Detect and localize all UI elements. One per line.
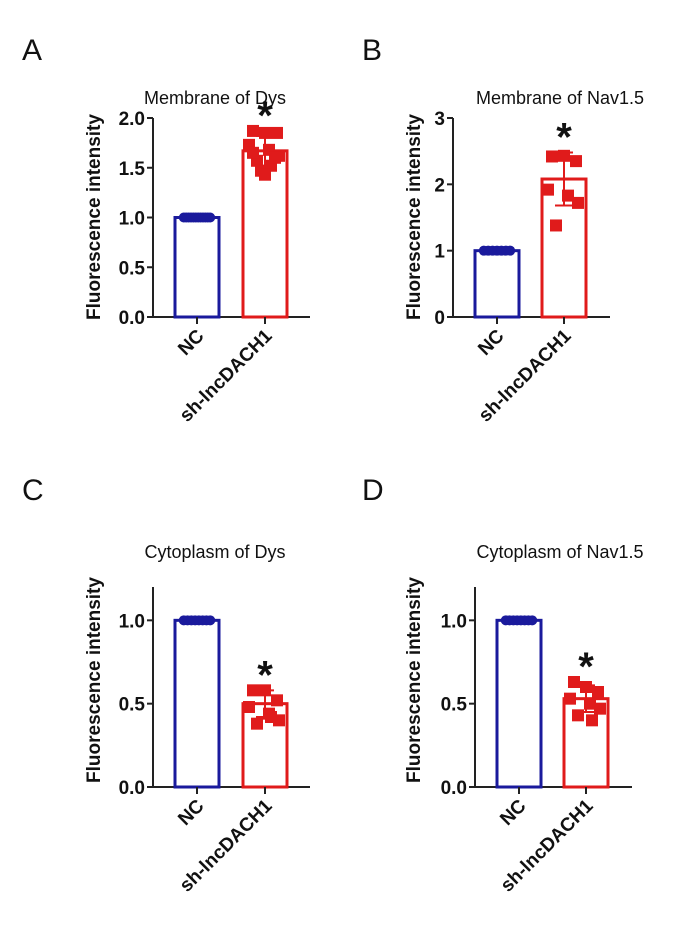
y-tick-label: 0.0	[119, 308, 145, 329]
data-point	[558, 149, 570, 162]
data-point	[546, 150, 558, 163]
data-point	[527, 615, 538, 626]
panel-letter: C	[22, 474, 44, 507]
y-tick-label: 1.5	[119, 159, 146, 180]
data-point	[247, 684, 259, 697]
y-tick-label: 0.0	[441, 778, 467, 799]
panel-d: D Cytoplasm of Nav1.5 Fluorescence intensi…	[362, 474, 644, 896]
data-point	[550, 219, 562, 232]
significance-star: *	[257, 94, 273, 138]
y-tick-label: 1.0	[119, 611, 145, 632]
y-axis-label: Fluorescence intensity	[404, 114, 425, 320]
data-point	[570, 155, 582, 168]
y-tick-label: 3	[434, 109, 445, 130]
y-tick-label: 0	[434, 308, 445, 329]
data-point	[562, 189, 574, 202]
y-axis-label: Fluorescence intensity	[404, 577, 425, 783]
chart-title: Membrane of Nav1.5	[476, 88, 644, 108]
chart-title: Cytoplasm of Dys	[144, 542, 285, 562]
panel-c: C Cytoplasm of Dys Fluorescence intensity 0…	[22, 474, 310, 896]
y-tick-label: 1.0	[441, 611, 467, 632]
significance-star: *	[578, 645, 594, 689]
x-tick-label: NC	[474, 325, 508, 359]
y-tick-label: 1	[434, 242, 445, 263]
x-tick-label: NC	[174, 325, 208, 359]
data-point	[592, 686, 604, 698]
y-tick-label: 0.5	[119, 695, 146, 716]
data-point	[205, 212, 216, 223]
data-point	[584, 697, 596, 710]
significance-star: *	[556, 115, 572, 159]
data-point	[259, 684, 271, 697]
data-point	[247, 146, 259, 159]
data-point	[259, 126, 271, 139]
panel-letter: B	[362, 34, 382, 67]
data-point	[259, 168, 271, 181]
y-tick-label: 0.5	[441, 695, 468, 716]
data-point	[251, 717, 263, 730]
y-tick-label: 1.0	[119, 209, 145, 230]
data-point	[572, 709, 584, 722]
y-tick-label: 2.0	[119, 109, 145, 130]
data-point	[271, 126, 283, 139]
data-point	[594, 702, 606, 715]
data-point	[247, 124, 259, 137]
data-point	[542, 183, 554, 196]
data-point	[586, 714, 598, 727]
y-axis-label: Fluorescence intensity	[84, 114, 105, 320]
y-tick-label: 0.5	[119, 258, 146, 279]
bar-nc	[173, 618, 221, 789]
panel-b: B Membrane of Nav1.5 Fluorescence intensit…	[362, 34, 644, 426]
data-point	[265, 711, 277, 723]
bar-nc	[173, 216, 221, 319]
data-point	[269, 151, 281, 164]
data-point	[205, 615, 216, 626]
chart-title: Cytoplasm of Nav1.5	[476, 542, 643, 562]
y-tick-label: 2	[434, 175, 445, 196]
data-point	[505, 245, 516, 256]
panel-letter: D	[362, 474, 384, 507]
x-tick-label: NC	[174, 795, 208, 829]
data-point	[564, 692, 576, 705]
significance-star: *	[257, 653, 273, 697]
x-tick-label: NC	[496, 795, 530, 829]
panel-letter: A	[22, 34, 42, 67]
panel-a: A Membrane of Dys Fluorescence intensity 0.…	[22, 34, 310, 426]
data-point	[572, 196, 584, 209]
bar-nc	[495, 618, 543, 789]
data-point	[243, 701, 255, 713]
data-point	[580, 681, 592, 693]
y-tick-label: 0.0	[119, 778, 145, 799]
chart-title: Membrane of Dys	[144, 88, 286, 108]
data-point	[568, 676, 580, 688]
bar-nc	[473, 249, 521, 319]
y-axis-label: Fluorescence intensity	[84, 577, 105, 783]
data-point	[271, 694, 283, 707]
